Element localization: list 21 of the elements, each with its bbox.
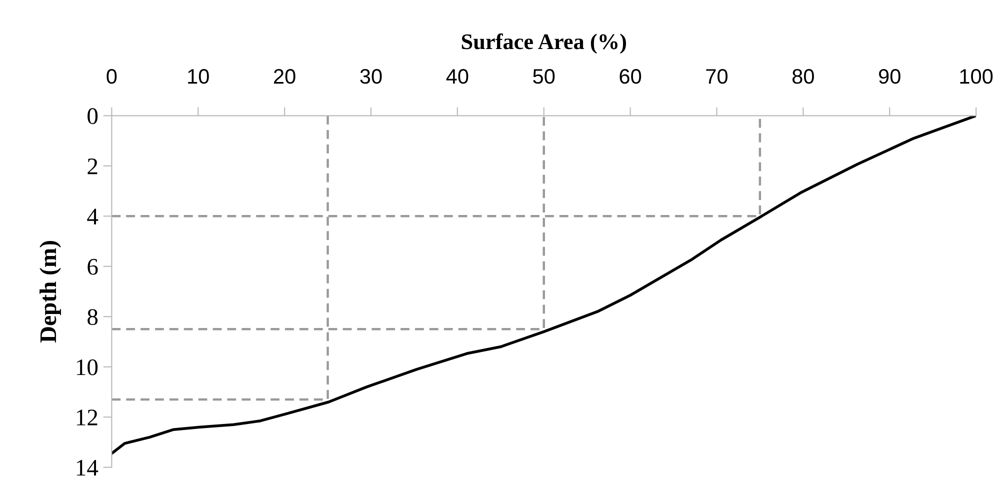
x-tick-label: 30 [360,69,382,84]
y-axis-title: Depth (m) [40,241,61,343]
y-tick-label: 10 [76,359,98,376]
x-tick-label: 80 [792,69,814,84]
x-axis-title: Surface Area (%) [462,33,626,54]
x-tick-label: 50 [533,69,555,84]
x-tick-label: 40 [446,69,468,84]
y-tick-label: 0 [88,108,98,124]
x-tick-label: 100 [960,69,993,84]
y-tick-label: 2 [88,158,98,174]
y-tick-label: 8 [88,309,98,326]
x-tick-label: 90 [879,69,900,84]
y-tick-label: 14 [76,460,98,476]
x-tick-label: 10 [188,69,209,84]
x-tick-label: 0 [106,69,117,84]
x-tick-label: 60 [620,69,642,84]
x-tick-label: 20 [274,69,296,84]
y-tick-label: 6 [88,258,98,275]
x-tick-label: 70 [706,69,728,84]
y-tick-label: 12 [76,410,98,426]
y-tick-label: 4 [87,208,98,224]
